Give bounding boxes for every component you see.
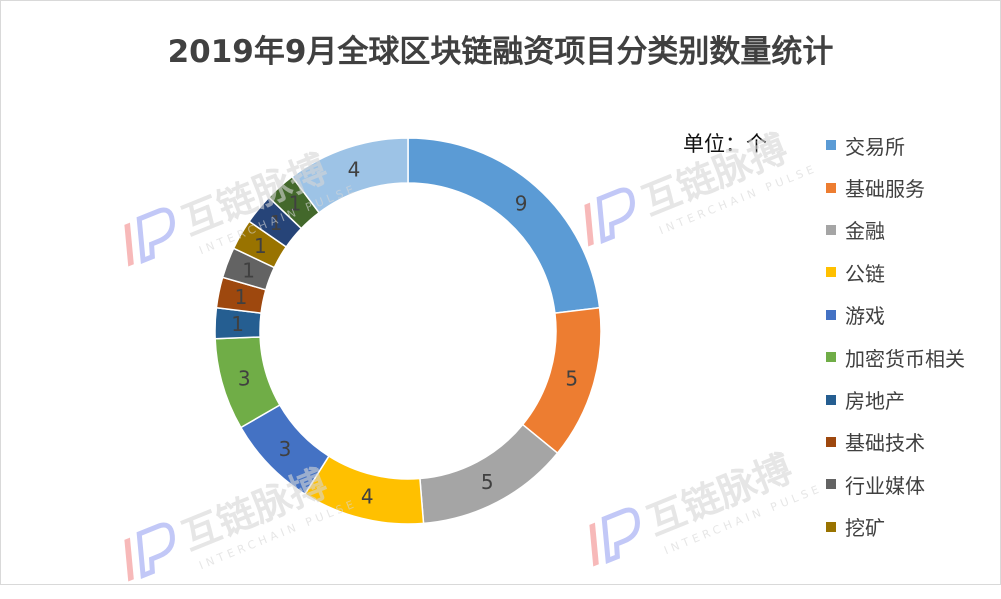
legend-label: 基础服务 bbox=[845, 177, 925, 202]
legend-swatch bbox=[826, 267, 836, 278]
legend-item: 基础服务 bbox=[826, 166, 998, 208]
legend-label: 公链 bbox=[845, 261, 885, 286]
slice-data-label: 1 bbox=[235, 285, 248, 309]
legend-label: 加密货币相关 bbox=[845, 346, 965, 371]
slice-data-label: 1 bbox=[270, 211, 283, 235]
legend-label: 游戏 bbox=[845, 304, 885, 329]
unit-label: 单位：个 bbox=[683, 132, 767, 156]
legend-item: 挖矿 bbox=[826, 506, 998, 548]
slice-data-label: 9 bbox=[515, 191, 528, 215]
legend-label: 金融 bbox=[845, 219, 885, 244]
legend-swatch bbox=[826, 521, 836, 532]
legend-swatch bbox=[826, 394, 836, 405]
donut-slice bbox=[407, 137, 601, 314]
legend-swatch bbox=[826, 436, 836, 447]
legend-swatch bbox=[826, 352, 836, 363]
legend-label: 挖矿 bbox=[845, 516, 885, 541]
legend-label: 交易所 bbox=[845, 134, 905, 159]
legend-item: 金融 bbox=[826, 209, 998, 251]
legend: 交易所基础服务金融公链游戏加密货币相关 房地产基础技术行业媒体挖矿 bbox=[826, 124, 998, 548]
legend-item: 房地产 bbox=[826, 378, 998, 420]
legend-item: 行业媒体 bbox=[826, 463, 998, 505]
legend-label: 行业媒体 bbox=[845, 473, 925, 498]
legend-label: 房地产 bbox=[845, 389, 905, 414]
legend-item: 加密货币相关 bbox=[826, 336, 998, 378]
legend-swatch bbox=[826, 224, 836, 235]
legend-item: 基础技术 bbox=[826, 421, 998, 463]
slice-data-label: 4 bbox=[348, 157, 361, 181]
slice-data-label: 4 bbox=[361, 485, 374, 509]
slice-data-label: 1 bbox=[289, 191, 302, 215]
slice-data-label: 1 bbox=[242, 259, 255, 283]
legend-label: 基础技术 bbox=[845, 431, 925, 456]
legend-swatch bbox=[826, 309, 836, 320]
legend-item: 公链 bbox=[826, 251, 998, 293]
slice-data-label: 3 bbox=[279, 437, 292, 461]
legend-swatch bbox=[826, 479, 836, 490]
slice-data-label: 3 bbox=[238, 366, 251, 390]
legend-swatch bbox=[826, 140, 836, 151]
donut-slice bbox=[291, 137, 409, 214]
donut-slice bbox=[521, 306, 602, 455]
slice-data-label: 1 bbox=[254, 234, 267, 258]
legend-swatch bbox=[826, 182, 836, 193]
legend-item: 交易所 bbox=[826, 124, 998, 166]
slice-data-label: 5 bbox=[481, 470, 494, 494]
slice-data-label: 1 bbox=[231, 312, 244, 336]
chart-title: 2019年9月全球区块链融资项目分类别数量统计 bbox=[167, 34, 834, 70]
slice-data-label: 5 bbox=[565, 366, 578, 390]
legend-item: 游戏 bbox=[826, 294, 998, 336]
